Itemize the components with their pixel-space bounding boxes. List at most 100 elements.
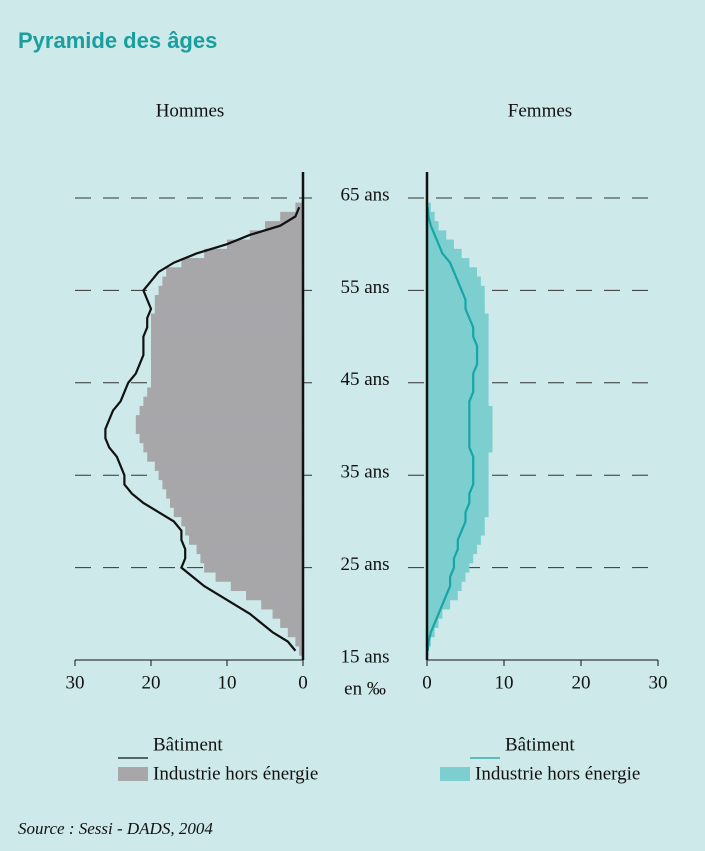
bar — [427, 248, 462, 259]
bar — [151, 359, 303, 370]
bar — [427, 322, 489, 333]
legend-label: Industrie hors énergie — [475, 763, 640, 784]
bar — [427, 498, 489, 508]
bar — [181, 516, 303, 527]
bar — [427, 609, 443, 619]
bar — [189, 535, 303, 545]
source: Source : Sessi - DADS, 2004 — [18, 819, 213, 838]
bar — [151, 331, 303, 342]
bar — [272, 609, 303, 619]
bar — [154, 304, 303, 314]
chart-title: Pyramide des âges — [18, 28, 217, 53]
bar — [185, 526, 303, 536]
y-tick-label: 25 ans — [340, 554, 389, 575]
x-tick-label: 20 — [142, 672, 161, 693]
panel-title: Hommes — [156, 100, 225, 121]
bar — [154, 461, 303, 471]
y-tick-label: 15 ans — [340, 646, 389, 667]
bar — [427, 590, 458, 601]
bar — [196, 544, 303, 555]
bar — [230, 581, 303, 591]
bar — [204, 562, 303, 573]
bar — [265, 221, 303, 231]
bar — [427, 599, 451, 610]
bar — [427, 350, 489, 360]
bar — [162, 479, 303, 490]
bar — [261, 599, 303, 610]
bar — [151, 378, 303, 388]
bar — [227, 239, 303, 250]
legend-label: Bâtiment — [505, 734, 575, 755]
bar — [200, 553, 303, 564]
bar — [427, 313, 489, 324]
bar — [427, 221, 439, 231]
y-tick-label: 35 ans — [340, 462, 389, 483]
bar — [427, 396, 489, 407]
unit-label: en ‰ — [344, 678, 386, 699]
bar — [427, 331, 489, 342]
bar — [427, 202, 431, 213]
x-tick-label: 0 — [298, 672, 308, 693]
bar — [249, 230, 303, 240]
bar — [427, 415, 493, 425]
bar — [427, 258, 470, 268]
bar — [427, 424, 493, 434]
line — [104, 206, 301, 652]
bar — [151, 341, 303, 351]
bar — [215, 572, 303, 582]
y-tick-label: 65 ans — [340, 184, 389, 205]
bar — [427, 562, 470, 573]
bar — [427, 239, 454, 250]
bar — [173, 507, 303, 518]
bar — [427, 285, 485, 296]
bar — [166, 267, 303, 277]
bar — [135, 415, 303, 425]
x-tick-label: 10 — [218, 672, 237, 693]
bar — [162, 276, 303, 287]
bar — [427, 553, 474, 564]
bar — [139, 433, 303, 444]
bar — [204, 248, 303, 259]
bar — [427, 276, 481, 287]
bar — [427, 211, 435, 222]
bar — [427, 544, 478, 555]
bar — [427, 516, 485, 527]
bar — [427, 442, 493, 453]
bar — [143, 396, 303, 407]
x-tick-label: 10 — [495, 672, 514, 693]
bar — [280, 618, 303, 628]
bar — [427, 368, 489, 379]
bar — [427, 267, 478, 277]
line — [426, 207, 479, 651]
bar — [299, 646, 303, 656]
bar — [158, 470, 303, 481]
bar — [427, 618, 439, 628]
y-tick-label: 45 ans — [340, 369, 389, 390]
legend-label: Bâtiment — [153, 734, 223, 755]
bar — [427, 572, 466, 582]
bar — [427, 581, 462, 591]
bar — [427, 378, 489, 388]
x-tick-label: 30 — [66, 672, 85, 693]
bar — [139, 405, 303, 416]
bar — [427, 452, 489, 462]
legend-swatch — [440, 767, 470, 781]
x-tick-label: 20 — [572, 672, 591, 693]
bar — [427, 470, 489, 481]
bar — [151, 313, 303, 324]
bar — [427, 479, 489, 490]
legend-swatch — [118, 767, 148, 781]
bar — [181, 258, 303, 268]
bar — [427, 433, 493, 444]
bar — [295, 636, 303, 647]
bar — [427, 230, 447, 240]
bar — [427, 359, 489, 370]
bar — [427, 535, 481, 545]
panel-title: Femmes — [508, 100, 572, 121]
bar — [427, 526, 485, 536]
bar — [151, 368, 303, 379]
bar — [151, 350, 303, 360]
bar — [427, 341, 489, 351]
